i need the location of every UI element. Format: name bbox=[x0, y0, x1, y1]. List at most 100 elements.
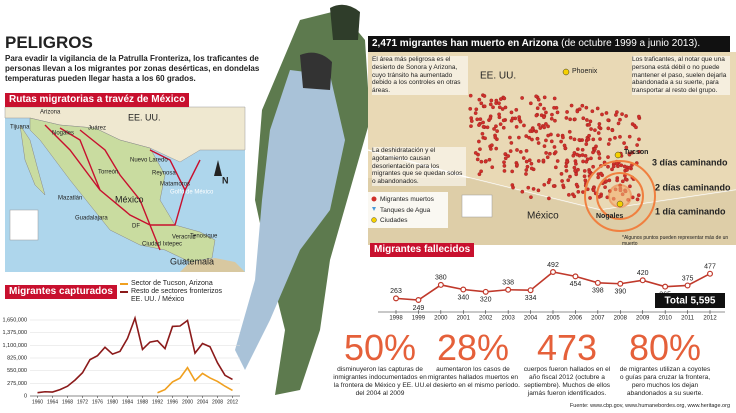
dot bbox=[616, 121, 621, 126]
dot bbox=[610, 167, 614, 172]
dot bbox=[479, 169, 483, 174]
dot bbox=[597, 122, 602, 126]
guatemala-land bbox=[180, 258, 245, 272]
data-label: 334 bbox=[525, 295, 537, 302]
data-label: 390 bbox=[614, 289, 626, 296]
data-point bbox=[460, 286, 467, 293]
intro-text: Para evadir la vigilancia de la Patrulla… bbox=[5, 54, 260, 83]
data-point bbox=[639, 277, 646, 284]
arizona-title-main: 2,471 migrantes han muerto en Arizona bbox=[372, 38, 559, 49]
dot bbox=[596, 175, 601, 180]
dot bbox=[489, 98, 494, 103]
dot bbox=[501, 125, 506, 130]
stat-text: aumentaron los casos de migrantes hallad… bbox=[426, 366, 520, 389]
dot bbox=[482, 104, 487, 109]
footnote: *Algunos puntos pueden representar más d… bbox=[622, 235, 729, 247]
mexico-area bbox=[368, 178, 736, 245]
data-label: 454 bbox=[570, 281, 582, 288]
dot bbox=[569, 103, 574, 108]
dot bbox=[607, 178, 612, 183]
dot bbox=[544, 138, 548, 143]
dot bbox=[552, 96, 557, 101]
dot bbox=[468, 93, 473, 98]
dot bbox=[527, 135, 532, 140]
dot bbox=[593, 147, 597, 151]
death-dots bbox=[468, 93, 642, 202]
dot bbox=[590, 109, 595, 114]
y-tick-label: 0 bbox=[24, 393, 27, 399]
x-tick-label: 2000 bbox=[182, 399, 193, 405]
dot bbox=[529, 166, 534, 171]
x-tick-label: 1976 bbox=[92, 399, 103, 405]
dot bbox=[498, 122, 503, 127]
x-tick-label: 2004 bbox=[197, 399, 208, 405]
dot bbox=[561, 183, 565, 188]
dot bbox=[529, 161, 534, 166]
dot bbox=[515, 148, 519, 152]
dot bbox=[597, 195, 602, 199]
map-label: Torreón bbox=[98, 170, 118, 176]
place-label: Phoenix bbox=[572, 68, 598, 75]
map-label: Mazatlán bbox=[58, 196, 82, 202]
dot bbox=[627, 165, 632, 170]
dot bbox=[525, 164, 530, 169]
dot bbox=[575, 147, 580, 152]
dot bbox=[553, 165, 558, 170]
dot bbox=[583, 178, 588, 183]
y-tick-label: 275,000 bbox=[7, 381, 27, 387]
dot bbox=[468, 106, 473, 111]
dot bbox=[624, 145, 629, 150]
dot bbox=[583, 153, 588, 158]
dot bbox=[582, 169, 587, 173]
dot bbox=[589, 127, 593, 131]
dot bbox=[568, 117, 572, 122]
dot bbox=[620, 112, 624, 116]
dot bbox=[591, 188, 596, 193]
dot bbox=[571, 153, 576, 158]
dot bbox=[478, 117, 483, 122]
dot bbox=[487, 157, 492, 162]
dot bbox=[577, 107, 582, 112]
agent-head bbox=[330, 4, 360, 41]
dot bbox=[497, 101, 501, 106]
mexico-land bbox=[29, 117, 216, 263]
dot bbox=[473, 111, 478, 115]
dot bbox=[564, 164, 568, 169]
inset-map bbox=[461, 194, 493, 218]
dot bbox=[584, 105, 589, 110]
dot bbox=[564, 116, 569, 120]
stat-text: cuerpos fueron hallados en el año fiscal… bbox=[523, 366, 611, 397]
stat-value: 473 bbox=[536, 327, 598, 368]
data-label: 398 bbox=[592, 288, 604, 295]
north-arrow bbox=[214, 160, 222, 176]
dot bbox=[593, 128, 597, 133]
ring bbox=[596, 172, 644, 220]
dot bbox=[623, 177, 628, 181]
dot bbox=[597, 156, 602, 160]
dot bbox=[606, 142, 611, 146]
dot bbox=[595, 106, 600, 111]
dot bbox=[568, 174, 572, 179]
dot bbox=[637, 114, 641, 119]
title: PELIGROS bbox=[5, 33, 93, 52]
dot bbox=[522, 123, 526, 128]
dot bbox=[627, 152, 632, 157]
captures-legend: Sector de Tucson, Arizona Resto de secto… bbox=[120, 280, 248, 304]
place-label: México bbox=[527, 211, 559, 222]
dot bbox=[531, 187, 536, 191]
dot bbox=[572, 137, 577, 142]
x-tick-label: 2010 bbox=[658, 316, 672, 322]
dot bbox=[546, 124, 550, 129]
data-point bbox=[415, 297, 422, 304]
ring-label: 3 días caminando bbox=[652, 157, 728, 167]
dot bbox=[625, 168, 629, 172]
dot bbox=[492, 127, 496, 131]
dot bbox=[622, 164, 627, 169]
dot bbox=[520, 96, 524, 100]
map-label: Tenosique bbox=[190, 234, 218, 240]
x-tick-label: 2000 bbox=[434, 316, 448, 322]
data-label: 338 bbox=[502, 280, 514, 287]
legend-item: Sector de Tucson, Arizona bbox=[120, 280, 248, 288]
dot bbox=[509, 118, 514, 123]
dot bbox=[483, 136, 487, 141]
